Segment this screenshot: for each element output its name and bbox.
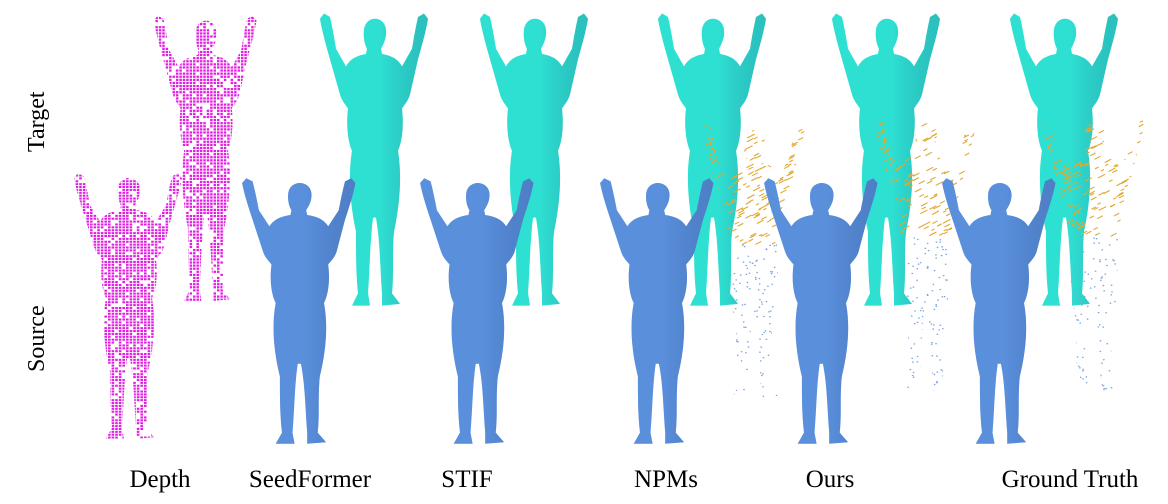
npms-target-mesh: [658, 13, 766, 306]
npms-source-mesh: [600, 178, 714, 444]
column-label-depth: Depth: [129, 466, 191, 493]
ground-truth-target-mesh: [1010, 13, 1118, 306]
ground-truth-source-mesh: [942, 178, 1056, 444]
stif-source-mesh: [420, 178, 534, 444]
column-label-npms: NPMs: [634, 466, 698, 493]
column-label-stif: STIF: [441, 466, 493, 493]
seedformer-source-mesh: [242, 178, 356, 444]
column-label-ground-truth: Ground Truth: [1001, 466, 1139, 493]
row-label-source: Source: [24, 305, 50, 372]
stif-target-mesh: [480, 13, 588, 306]
ours-source-mesh: [764, 178, 878, 444]
column-label-seedformer: SeedFormer: [248, 466, 372, 493]
seedformer-target-mesh: [320, 13, 428, 306]
depth-target-figure: [153, 15, 257, 301]
row-label-target: Target: [24, 91, 50, 152]
column-label-ours: Ours: [805, 466, 855, 493]
depth-source-figure: [74, 173, 182, 439]
